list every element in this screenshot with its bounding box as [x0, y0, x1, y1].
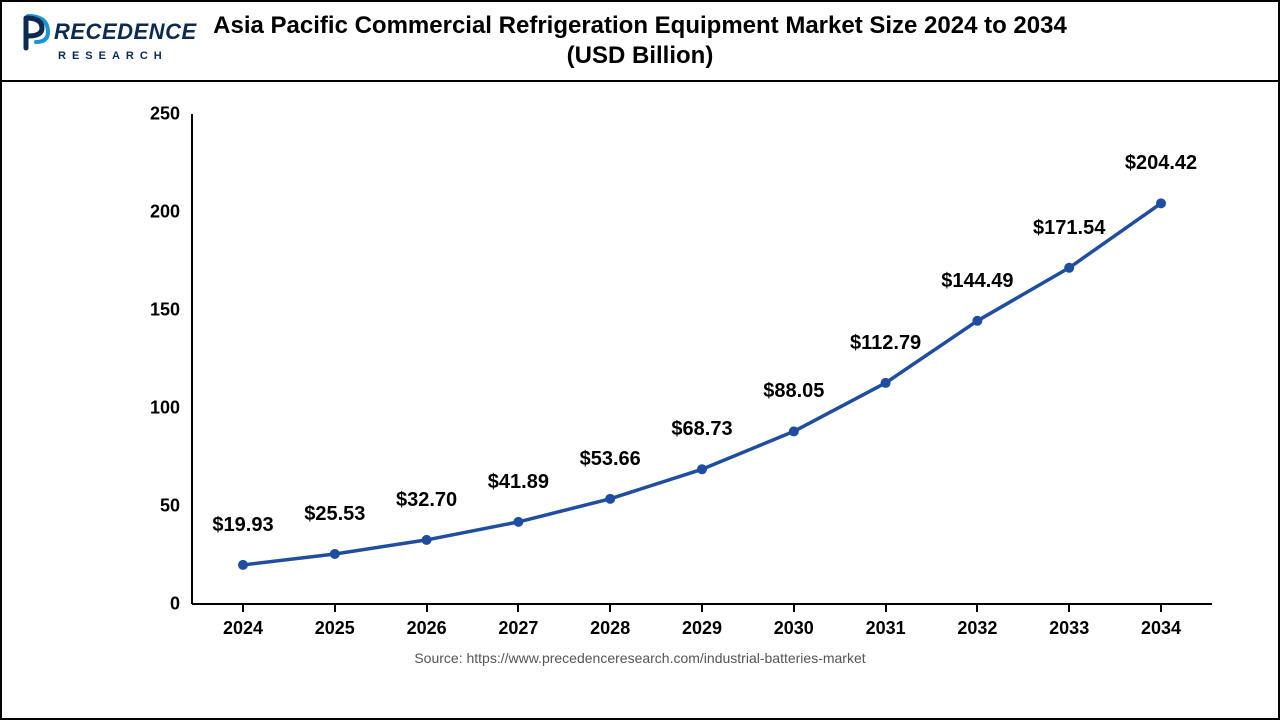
data-label: $53.66 [580, 448, 641, 471]
data-label: $88.05 [763, 380, 824, 403]
x-tick-label: 2028 [590, 604, 630, 639]
data-label: $25.53 [304, 503, 365, 526]
x-tick-label: 2030 [774, 604, 814, 639]
y-tick-label: 50 [142, 496, 192, 517]
x-tick-label: 2033 [1049, 604, 1089, 639]
logo-brand-subtext: RESEARCH [58, 50, 197, 62]
data-label: $19.93 [212, 514, 273, 537]
x-tick-label: 2025 [315, 604, 355, 639]
data-label: $68.73 [671, 418, 732, 441]
x-tick-label: 2029 [682, 604, 722, 639]
source-text: Source: https://www.precedenceresearch.c… [2, 650, 1278, 666]
logo-brand-text: RECEDENCE [54, 19, 197, 45]
plot-region: 0501001502002502024202520262027202820292… [192, 114, 1212, 604]
x-tick-label: 2034 [1141, 604, 1181, 639]
line-chart-svg [192, 114, 1212, 604]
chart-area: 0 50 100 150 200 250 2024 2025 2026 2027 2028 2029 2… [2, 84, 1278, 680]
data-label: $204.42 [1125, 152, 1197, 175]
y-tick-label: 200 [142, 202, 192, 223]
x-tick-label: 2032 [957, 604, 997, 639]
logo-mark-icon [16, 12, 56, 52]
data-label: $32.70 [396, 489, 457, 512]
data-label: $112.79 [850, 332, 921, 355]
header: RECEDENCE RESEARCH Asia Pacific Commerci… [2, 2, 1278, 82]
data-label: $41.89 [488, 471, 549, 494]
x-tick-label: 2027 [498, 604, 538, 639]
x-tick-label: 2024 [223, 604, 263, 639]
y-tick-label: 150 [142, 300, 192, 321]
x-tick-label: 2031 [866, 604, 906, 639]
y-tick-label: 0 [142, 594, 192, 615]
y-tick-label: 100 [142, 398, 192, 419]
y-tick-label: 250 [142, 104, 192, 125]
data-label: $171.54 [1033, 217, 1105, 240]
chart-frame: RECEDENCE RESEARCH Asia Pacific Commerci… [0, 0, 1280, 720]
x-tick-label: 2026 [407, 604, 447, 639]
brand-logo: RECEDENCE RESEARCH [16, 12, 197, 62]
data-label: $144.49 [941, 270, 1013, 293]
